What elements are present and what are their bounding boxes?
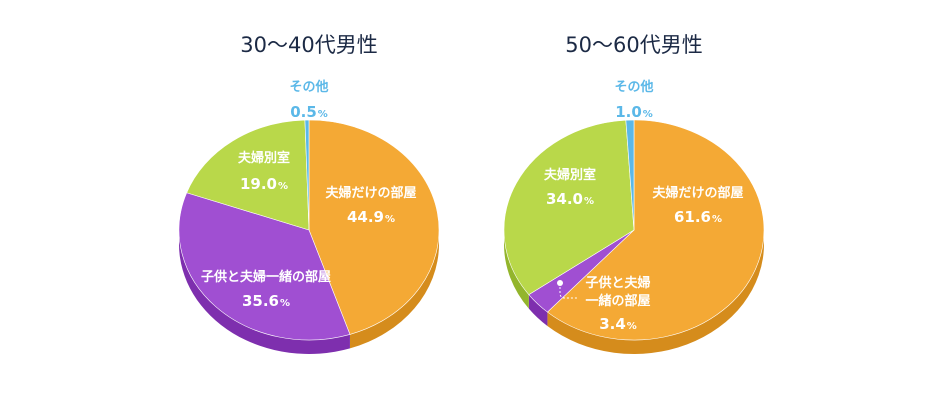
slice-value-unit: % [584,196,594,207]
pie-slice-30-40-2 [186,119,310,231]
slice-value-number: 0.5 [290,103,317,121]
slice-label-50-60-3: その他 [614,79,653,95]
slice-value-number: 44.9 [347,208,384,226]
slice-value-number: 3.4 [599,315,626,333]
slice-value-50-60-0: 61.6% [674,208,722,226]
slice-value-50-60-2: 34.0% [546,190,594,208]
pie-50-60: 夫婦だけの部屋 61.6% 子供と夫婦一緒の部屋 3.4% 夫婦別室 34.0% その他 1.… [503,79,765,354]
slice-value-30-40-0: 44.9% [347,208,395,226]
slice-value-number: 34.0 [546,190,583,208]
pie-side-50-60-0 [547,230,764,354]
pie-30-40: 夫婦だけの部屋 44.9% 子供と夫婦一緒の部屋 35.6% 夫婦別室 19.0% その他 0… [178,79,440,354]
slice-value-number: 19.0 [240,175,277,193]
pie-side-50-60-1 [528,294,548,327]
pie-slice-30-40-3 [304,119,310,231]
pie-side-30-40-0 [349,230,439,349]
pie-side-30-40-1 [179,230,350,354]
pie-side-50-60-2 [504,230,529,309]
pie-slice-50-60-0 [546,119,765,341]
slice-value-unit: % [318,109,328,120]
slice-value-50-60-3: 1.0% [615,103,653,121]
slice-value-number: 1.0 [615,103,642,121]
slice-label-50-60-2: 夫婦別室 [544,167,596,183]
slice-label-30-40-3: その他 [289,79,328,95]
chart-title-50-60: 50〜60代男性 [565,33,702,57]
slice-value-unit: % [712,214,722,225]
slice-value-30-40-1: 35.6% [242,292,290,310]
slice-value-number: 35.6 [242,292,279,310]
slice-value-30-40-3: 0.5% [290,103,328,121]
slice-label-50-60-1-line0: 子供と夫婦 [585,275,650,291]
slice-value-unit: % [385,214,395,225]
slice-value-number: 61.6 [674,208,711,226]
label-leader-line [559,283,578,299]
slice-label-30-40-1: 子供と夫婦一緒の部屋 [201,269,331,285]
slice-value-30-40-2: 19.0% [240,175,288,193]
chart-title-30-40: 30〜40代男性 [240,33,377,57]
slice-value-unit: % [627,321,637,332]
pie-slice-50-60-3 [625,119,635,231]
slice-value-50-60-1: 3.4% [599,315,637,333]
slice-label-30-40-0: 夫婦だけの部屋 [325,185,416,201]
slice-label-50-60-1-line1: 一緒の部屋 [585,293,650,309]
slice-value-unit: % [280,298,290,309]
pie-slice-50-60-2 [503,119,635,296]
pie-slice-30-40-0 [308,119,440,335]
slice-label-30-40-2: 夫婦別室 [238,150,290,166]
slice-label-50-60-0: 夫婦だけの部屋 [652,185,743,201]
slice-value-unit: % [278,181,288,192]
slice-value-unit: % [643,109,653,120]
